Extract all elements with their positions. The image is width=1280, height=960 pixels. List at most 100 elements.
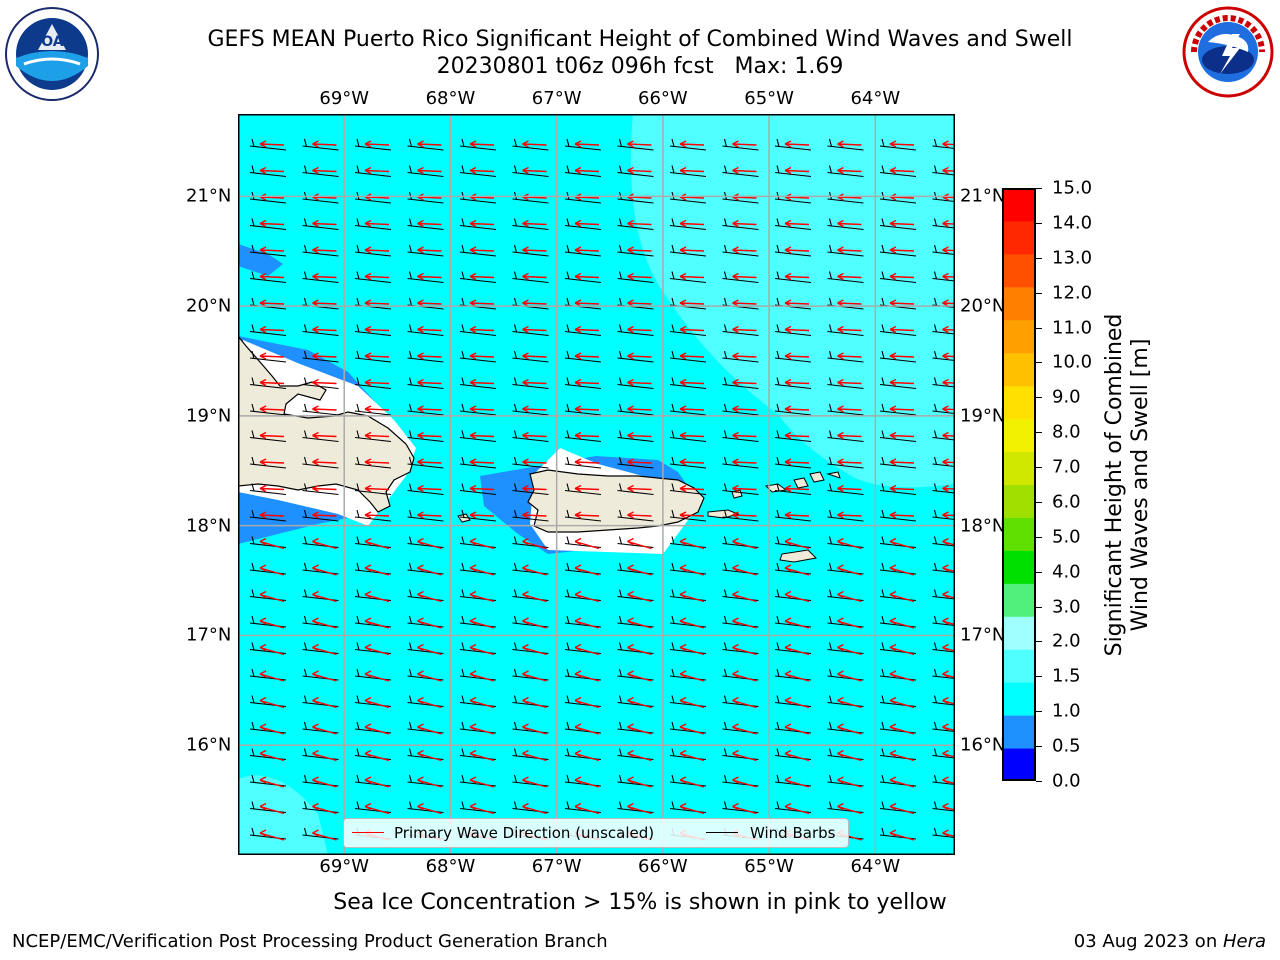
wave-direction-arrow [522,564,547,576]
wave-direction-arrow [522,405,547,413]
colorbar-segment [1002,253,1036,288]
wave-direction-arrow [784,802,810,815]
wave-direction-arrow [627,405,652,413]
wind-barb [932,271,955,282]
wind-barb [932,456,955,468]
wind-barb [354,244,392,257]
legend-barb-line [706,832,738,833]
wind-barb [774,430,812,443]
wave-direction-arrow [627,378,652,387]
colorbar-tick: 14.0 [1052,212,1093,234]
wave-direction-arrow [837,272,862,281]
wave-direction-arrow [889,643,915,656]
wind-barb [827,244,864,257]
wind-barb [669,271,707,284]
wind-barb [249,350,287,363]
colorbar-segment [1002,418,1036,453]
wind-barb [354,218,392,231]
wave-direction-arrow [574,140,600,148]
wind-barb [774,138,812,151]
wind-barb [407,430,444,443]
wave-direction-arrow [889,272,915,281]
wind-barb [932,509,955,521]
wind-barb [879,509,917,522]
wave-direction-arrow [574,776,600,788]
wind-barb [302,403,339,416]
wind-barb [302,218,339,231]
wave-direction-arrow [574,431,600,440]
wave-direction-arrow [679,802,705,815]
wave-direction-arrow [364,564,390,576]
wind-barb [407,403,444,416]
wave-direction-arrow [469,272,495,281]
wind-barb [459,377,497,390]
wave-direction-arrow [627,272,652,281]
wave-direction-arrow [732,564,757,576]
wind-barb [249,430,287,443]
wave-direction-arrow [784,617,810,629]
colorbar-tick-mark [1036,222,1042,224]
wave-direction-arrow [732,537,757,550]
noaa-logo-text: NOAA [30,34,75,50]
wind-barb [617,324,654,337]
colorbar-segment [1002,682,1036,716]
wind-barb [302,483,339,496]
wind-barb [774,456,812,469]
wind-barb [354,430,392,443]
wave-direction-arrow [837,723,862,735]
colorbar-segment [1002,188,1036,222]
colorbar-tick-mark [1036,327,1042,329]
wave-direction-arrow [522,696,547,709]
wave-direction-arrow [627,431,652,440]
wave-direction-arrow [522,325,547,334]
wave-direction-arrow [259,246,285,254]
lon-tick-bottom: 65°W [744,856,794,877]
wave-direction-arrow [889,802,915,815]
lat-tick-left: 17°N [186,624,232,646]
wind-barb [564,377,602,390]
colorbar-tick-mark [1036,711,1042,713]
wind-barb [827,138,864,151]
colorbar-label-line-2: Wind Waves and Swell [m] [1128,338,1153,632]
wind-barb [564,350,602,363]
wind-barb [827,456,864,469]
wind-barb [407,483,444,496]
wind-barb [669,218,707,231]
wave-direction-arrow [417,643,442,656]
colorbar-tick: 15.0 [1052,177,1093,199]
wave-direction-arrow [732,617,757,629]
wave-direction-arrow [312,511,337,519]
wave-direction-arrow [679,617,705,629]
wind-barb [932,748,955,759]
wave-direction-arrow [469,246,495,254]
wind-barb [459,350,497,363]
wave-direction-arrow [469,352,495,360]
wave-direction-arrow [574,802,600,815]
wave-direction-arrow [469,166,495,175]
wind-barb [932,642,955,653]
wind-barb [564,271,602,284]
wave-direction-arrow [364,219,390,228]
wind-barb [669,324,707,337]
wave-direction-arrow [679,749,705,762]
wind-barb [302,165,339,178]
colorbar-label: Significant Height of Combined Wind Wave… [1102,314,1154,657]
wave-direction-arrow [784,511,810,519]
wind-barb [617,377,654,390]
wind-barb [512,456,549,469]
wind-barb [879,324,917,337]
wave-direction-arrow [679,776,705,788]
wind-barb [669,377,707,390]
wave-direction-arrow [259,166,285,175]
wind-barb [512,377,549,390]
wind-barb [722,377,759,390]
colorbar-tick: 8.0 [1052,421,1081,443]
wind-barb [722,138,759,151]
wave-direction-arrow [732,723,757,735]
wave-direction-arrow [627,352,652,360]
wave-direction-arrow [364,378,390,387]
wave-direction-arrow [732,246,757,254]
wave-direction-arrow [417,749,442,762]
wind-barb [669,509,707,522]
wave-direction-arrow [417,617,442,629]
